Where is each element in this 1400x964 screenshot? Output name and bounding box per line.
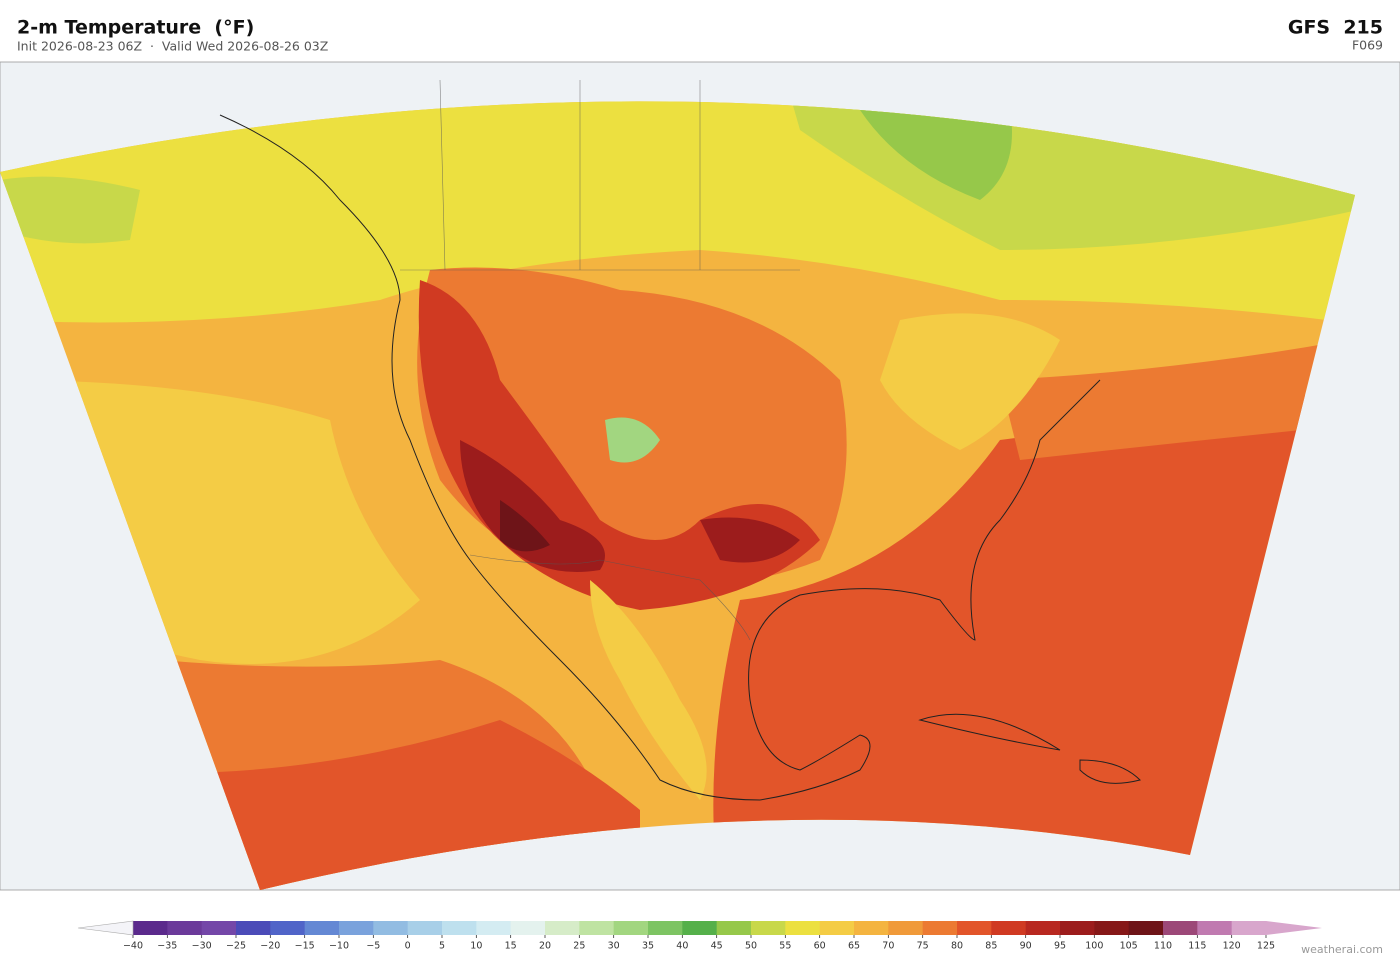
colorbar-segment xyxy=(510,921,546,935)
colorbar-segment xyxy=(854,921,889,935)
colorbar-tick-label: 15 xyxy=(505,941,517,952)
colorbar-tick-label: 35 xyxy=(642,941,654,952)
colorbar-tick-label: 70 xyxy=(882,941,894,952)
colorbar-segment xyxy=(373,921,409,935)
border xyxy=(400,79,800,641)
colorbar-tick-label: 95 xyxy=(1054,941,1066,952)
colorbar-tick-label: 90 xyxy=(1020,941,1032,952)
colorbar-tick-label: −35 xyxy=(157,941,177,952)
colorbar-tick-label: 110 xyxy=(1154,941,1172,952)
colorbar-tick-label: −30 xyxy=(192,941,212,952)
colorbar: −40 −35 −30 −25 −20 −15 −10 −5 0 5 10 15 20 25 30 35 40 4… xyxy=(77,920,1322,952)
colorbar-tick-label: 60 xyxy=(814,941,826,952)
colorbar-segment xyxy=(270,921,306,935)
colorbar-tick-label: 125 xyxy=(1257,941,1275,952)
colorbar-tick-label: 30 xyxy=(608,941,620,952)
colorbar-segment xyxy=(304,921,340,935)
colorbar-extend-high xyxy=(1266,921,1322,935)
colorbar-segment xyxy=(201,921,237,935)
colorbar-tick-label: 25 xyxy=(573,941,585,952)
colorbar-segment xyxy=(545,921,580,935)
colorbar-tick-label: −15 xyxy=(295,941,315,952)
colorbar-segment xyxy=(751,921,786,935)
colorbar-tick-label: 115 xyxy=(1188,941,1206,952)
colorbar-segment xyxy=(1197,921,1233,935)
colorbar-segment xyxy=(991,921,1027,935)
colorbar-tick-label: 65 xyxy=(848,941,860,952)
colorbar-tick-label: 85 xyxy=(985,941,997,952)
colorbar-tick-label: 40 xyxy=(676,941,688,952)
colorbar-segment xyxy=(648,921,683,935)
coastline xyxy=(918,713,1141,784)
subtitle: Init 2026-08-23 06Z · Valid Wed 2026-08-… xyxy=(17,39,328,54)
colorbar-tick-label: −25 xyxy=(226,941,246,952)
colorbar-segment xyxy=(682,921,718,935)
colorbar-segment xyxy=(819,921,855,935)
colorbar-segment xyxy=(579,921,615,935)
colorbar-segment xyxy=(339,921,374,935)
colorbar-tick-label: −20 xyxy=(260,941,280,952)
colorbar-segment xyxy=(1060,921,1095,935)
coastline xyxy=(748,379,1101,801)
colorbar-segment xyxy=(888,921,924,935)
colorbar-tick-label: 45 xyxy=(711,941,723,952)
colorbar-tick-label: −5 xyxy=(366,941,380,952)
colorbar-tick-label: 55 xyxy=(779,941,791,952)
model-label: GFS 215 xyxy=(1288,17,1383,39)
colorbar-segment xyxy=(1094,921,1130,935)
colorbar-segment xyxy=(167,921,203,935)
colorbar-segment xyxy=(476,921,512,935)
forecast-hour: F069 xyxy=(1352,38,1383,53)
colorbar-segment xyxy=(1128,921,1164,935)
colorbar-tick-label: −40 xyxy=(123,941,143,952)
title: 2-m Temperature (°F) xyxy=(17,17,254,39)
coastline xyxy=(219,114,761,801)
credit: weatherai.com xyxy=(1301,943,1383,956)
colorbar-segment xyxy=(957,921,992,935)
colorbar-segment xyxy=(785,921,821,935)
colorbar-tick-label: 100 xyxy=(1085,941,1103,952)
colorbar-segment xyxy=(407,921,443,935)
colorbar-segment xyxy=(1231,921,1267,935)
colorbar-segment xyxy=(133,921,168,935)
colorbar-tick-label: −10 xyxy=(329,941,349,952)
colorbar-tick-label: 50 xyxy=(745,941,757,952)
colorbar-tick-label: 5 xyxy=(439,941,445,952)
colorbar-segment xyxy=(716,921,752,935)
colorbar-segment xyxy=(922,921,958,935)
colorbar-tick-label: 105 xyxy=(1120,941,1138,952)
colorbar-tick-label: 0 xyxy=(405,941,411,952)
colorbar-tick-label: 120 xyxy=(1223,941,1241,952)
map xyxy=(0,61,1400,891)
colorbar-segment xyxy=(236,921,271,935)
colorbar-segment xyxy=(1163,921,1198,935)
colorbar-tick-label: 80 xyxy=(951,941,963,952)
colorbar-segment xyxy=(442,921,477,935)
colorbar-segment xyxy=(1025,921,1061,935)
colorbar-tick-label: 10 xyxy=(470,941,482,952)
colorbar-tick-label: 20 xyxy=(539,941,551,952)
colorbar-tick-label: 75 xyxy=(917,941,929,952)
colorbar-extend-low xyxy=(77,920,134,936)
colorbar-segment xyxy=(613,921,649,935)
